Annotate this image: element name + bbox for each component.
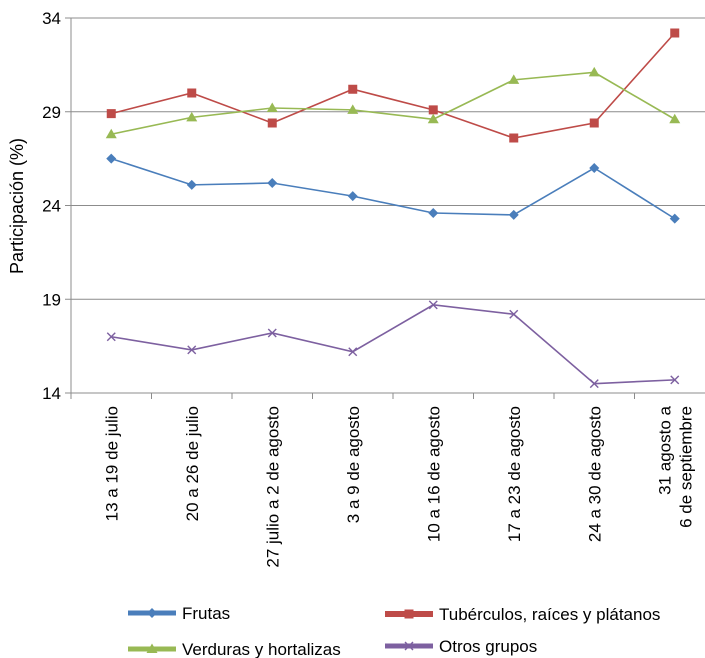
point-marker [427, 113, 439, 124]
point-marker [347, 104, 359, 114]
gridlines [71, 17, 705, 300]
x-tick-label: 20 a 26 de julio [183, 406, 202, 521]
point-marker [106, 109, 116, 119]
point-marker [669, 113, 681, 124]
point-marker [187, 345, 197, 355]
point-marker [670, 28, 680, 38]
y-axis-label: Participación (%) [7, 138, 27, 274]
series-line [111, 304, 675, 385]
point-marker [106, 153, 117, 164]
point-marker [404, 609, 414, 619]
point-marker [670, 375, 680, 385]
point-marker [428, 300, 438, 310]
point-marker [589, 379, 599, 389]
y-tick-label: 19 [42, 290, 61, 309]
legend-item: Tubérculos, raíces y plátanos [385, 605, 660, 624]
series-3 [105, 66, 681, 139]
point-marker [186, 111, 198, 122]
series-line [111, 71, 676, 136]
point-marker [589, 118, 599, 128]
legend-label: Otros grupos [439, 637, 537, 656]
point-marker [267, 328, 277, 338]
legend-label: Verduras y hortalizas [182, 640, 341, 658]
series-line [111, 32, 676, 139]
point-marker [147, 608, 157, 618]
point-marker [347, 191, 358, 202]
point-marker [146, 643, 158, 653]
legend-item: Frutas [128, 604, 230, 623]
legend-item: Otros grupos [385, 637, 537, 656]
x-tick-label: 10 a 16 de agosto [424, 406, 443, 542]
point-marker [588, 66, 600, 77]
point-marker [669, 213, 680, 224]
x-tick-label: 3 a 9 de agosto [344, 406, 363, 523]
point-marker [428, 105, 438, 115]
legend-label: Frutas [182, 604, 230, 623]
point-marker [105, 128, 117, 139]
x-tick-label: 27 julio a 2 de agosto [263, 406, 282, 568]
point-marker [186, 179, 197, 190]
point-marker [404, 641, 414, 651]
series-2 [106, 28, 680, 143]
x-tick-label: 6 de septiembre [676, 406, 695, 528]
series-group [105, 28, 681, 389]
point-marker [509, 133, 519, 143]
point-marker [267, 118, 277, 128]
point-marker [589, 163, 600, 173]
point-marker [348, 84, 358, 94]
series-1 [106, 153, 680, 224]
series-4 [106, 300, 680, 389]
axes [65, 17, 705, 399]
point-marker [187, 88, 197, 98]
x-tick-labels: 13 a 19 de julio 20 a 26 de julio 27 julio… [102, 405, 695, 567]
y-tick-label: 29 [42, 103, 61, 122]
x-tick-label: 17 a 23 de agosto [505, 406, 524, 542]
legend: Frutas Tubérculos, raíces y plátanos Verdu… [128, 604, 660, 658]
legend-label: Tubérculos, raíces y plátanos [439, 605, 660, 624]
point-marker [267, 178, 278, 188]
point-marker [508, 74, 520, 84]
point-marker [348, 347, 358, 357]
y-tick-label: 34 [42, 9, 61, 28]
y-tick-label: 14 [42, 384, 61, 403]
point-marker [106, 332, 116, 342]
y-tick-label: 24 [42, 197, 61, 216]
y-tick-labels: 14 19 24 29 34 [42, 9, 61, 403]
point-marker [428, 208, 439, 218]
legend-item: Verduras y hortalizas [128, 640, 341, 658]
x-tick-label: 24 a 30 de agosto [585, 406, 604, 542]
point-marker [509, 309, 519, 319]
point-marker [508, 209, 519, 220]
x-tick-label: 31 agosto a [655, 405, 674, 494]
point-marker [266, 102, 278, 112]
x-tick-label: 13 a 19 de julio [102, 406, 121, 521]
series-line [111, 157, 676, 220]
